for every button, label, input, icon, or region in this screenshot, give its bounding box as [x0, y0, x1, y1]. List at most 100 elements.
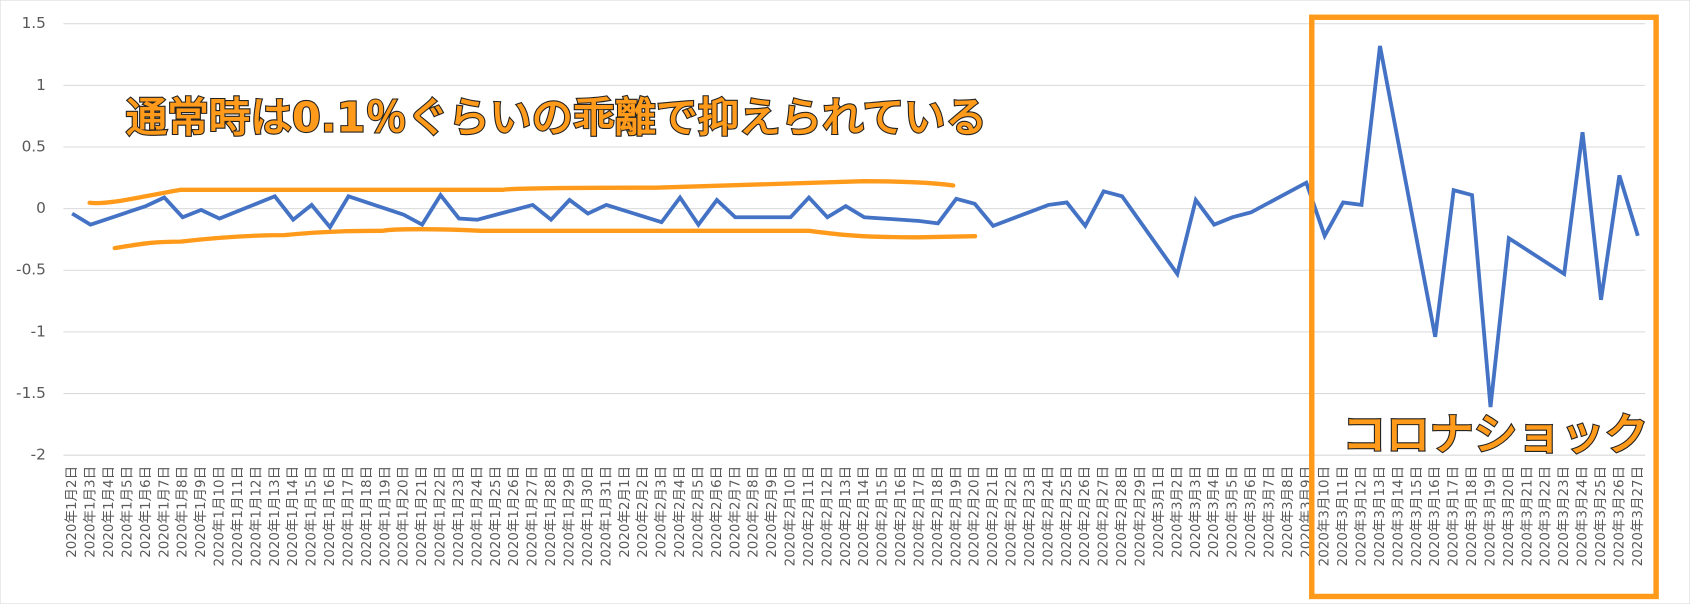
x-tick-label: 2020年2月18日 [930, 466, 946, 566]
x-tick-label: 2020年1月12日 [248, 466, 264, 566]
x-tick-label: 2020年3月27日 [1630, 466, 1646, 566]
x-tick-label: 2020年2月1日 [617, 466, 633, 558]
x-tick-label: 2020年2月28日 [1114, 466, 1130, 566]
x-tick-label: 2020年3月5日 [1225, 466, 1241, 558]
x-tick-label: 2020年3月16日 [1427, 466, 1443, 566]
y-tick-label: 1 [36, 76, 46, 94]
x-tick-label: 2020年1月5日 [119, 466, 135, 558]
x-tick-label: 2020年2月29日 [1132, 466, 1148, 566]
x-tick-label: 2020年2月21日 [985, 466, 1001, 566]
x-tick-label: 2020年1月13日 [267, 466, 283, 566]
x-tick-label: 2020年3月8日 [1280, 466, 1296, 558]
x-tick-label: 2020年2月27日 [1096, 466, 1112, 566]
x-tick-label: 2020年1月16日 [322, 466, 338, 566]
x-tick-label: 2020年2月16日 [893, 466, 909, 566]
x-tick-label: 2020年1月9日 [193, 466, 209, 558]
y-tick-label: -1 [31, 322, 46, 340]
x-tick-label: 2020年3月3日 [1188, 466, 1204, 558]
x-tick-label: 2020年2月24日 [1040, 466, 1056, 566]
annotation: 通常時は0.1％ぐらいの乖離で抑えられている [126, 94, 987, 142]
x-tick-label: 2020年3月10日 [1317, 466, 1333, 566]
x-tick-label: 2020年3月2日 [1169, 466, 1185, 558]
x-tick-label: 2020年1月6日 [138, 466, 154, 558]
x-tick-label: 2020年1月31日 [598, 466, 614, 566]
x-tick-label: 2020年3月26日 [1611, 466, 1627, 566]
x-tick-label: 2020年3月24日 [1574, 466, 1590, 566]
x-tick-label: 2020年2月23日 [1022, 466, 1038, 566]
x-tick-label: 2020年1月11日 [230, 466, 246, 566]
band-lower [112, 227, 978, 251]
x-tick-label: 2020年2月13日 [838, 466, 854, 566]
x-tick-label: 2020年1月4日 [101, 466, 117, 558]
x-tick-label: 2020年2月9日 [764, 466, 780, 558]
x-tick-label: 2020年1月15日 [304, 466, 320, 566]
x-tick-label: 2020年2月25日 [1059, 466, 1075, 566]
x-tick-label: 2020年2月19日 [948, 466, 964, 566]
x-tick-label: 2020年3月17日 [1446, 466, 1462, 566]
x-tick-label: 2020年2月8日 [746, 466, 762, 558]
band-upper [87, 179, 956, 206]
x-tick-label: 2020年2月5日 [690, 466, 706, 558]
x-tick-label: 2020年3月12日 [1353, 466, 1369, 566]
x-tick-label: 2020年1月29日 [561, 466, 577, 566]
x-tick-label: 2020年1月28日 [543, 466, 559, 566]
x-tick-label: 2020年3月7日 [1261, 466, 1277, 558]
x-tick-label: 2020年1月10日 [211, 466, 227, 566]
x-tick-label: 2020年3月4日 [1206, 466, 1222, 558]
x-tick-label: 2020年2月15日 [875, 466, 891, 566]
x-tick-label: 2020年1月3日 [83, 466, 99, 558]
x-tick-label: 2020年2月10日 [782, 466, 798, 566]
x-tick-label: 2020年2月22日 [1003, 466, 1019, 566]
x-tick-label: 2020年1月17日 [340, 466, 356, 566]
y-tick-label: -0.5 [16, 261, 46, 279]
y-tick-label: 0 [36, 199, 46, 217]
x-tick-label: 2020年2月4日 [672, 466, 688, 558]
x-tick-label: 2020年2月3日 [654, 466, 670, 558]
x-tick-label: 2020年3月21日 [1519, 466, 1535, 566]
x-tick-label: 2020年1月22日 [432, 466, 448, 566]
x-tick-label: 2020年1月30日 [580, 466, 596, 566]
x-tick-label: 2020年3月20日 [1501, 466, 1517, 566]
x-tick-label: 2020年2月14日 [856, 466, 872, 566]
x-tick-label: 2020年1月24日 [469, 466, 485, 566]
y-tick-label: 0.5 [22, 138, 46, 156]
x-tick-label: 2020年2月17日 [911, 466, 927, 566]
y-tick-label: -1.5 [16, 384, 46, 402]
x-tick-label: 2020年1月27日 [525, 466, 541, 566]
y-tick-label: -2 [31, 446, 46, 464]
x-tick-label: 2020年3月25日 [1593, 466, 1609, 566]
x-tick-label: 2020年2月2日 [635, 466, 651, 558]
x-tick-label: 2020年1月8日 [175, 466, 191, 558]
x-tick-label: 2020年1月18日 [359, 466, 375, 566]
x-tick-label: 2020年2月6日 [709, 466, 725, 558]
x-tick-label: 2020年3月6日 [1243, 466, 1259, 558]
x-tick-label: 2020年3月18日 [1464, 466, 1480, 566]
x-tick-label: 2020年1月19日 [377, 466, 393, 566]
y-tick-label: 1.5 [22, 14, 46, 32]
x-tick-label: 2020年1月26日 [506, 466, 522, 566]
x-tick-label: 2020年2月12日 [819, 466, 835, 566]
x-tick-label: 2020年2月20日 [967, 466, 983, 566]
x-tick-label: 2020年3月22日 [1538, 466, 1554, 566]
x-tick-label: 2020年1月7日 [156, 466, 172, 558]
x-tick-label: 2020年3月1日 [1151, 466, 1167, 558]
highlight-box [1309, 14, 1659, 600]
x-tick-label: 2020年2月11日 [801, 466, 817, 566]
x-tick-label: 2020年3月15日 [1409, 466, 1425, 566]
x-tick-label: 2020年3月19日 [1482, 466, 1498, 566]
x-tick-label: 2020年2月26日 [1077, 466, 1093, 566]
x-tick-label: 2020年1月2日 [64, 466, 80, 558]
annotation: コロナショック [1342, 411, 1648, 461]
series-line [71, 45, 1640, 408]
x-tick-label: 2020年1月23日 [451, 466, 467, 566]
x-tick-label: 2020年1月25日 [488, 466, 504, 566]
x-tick-label: 2020年3月13日 [1372, 466, 1388, 566]
x-tick-label: 2020年2月7日 [727, 466, 743, 558]
x-tick-label: 2020年3月11日 [1335, 466, 1351, 566]
x-tick-label: 2020年1月14日 [285, 466, 301, 566]
x-tick-label: 2020年1月21日 [414, 466, 430, 566]
x-tick-label: 2020年3月23日 [1556, 466, 1572, 566]
x-tick-label: 2020年1月20日 [396, 466, 412, 566]
